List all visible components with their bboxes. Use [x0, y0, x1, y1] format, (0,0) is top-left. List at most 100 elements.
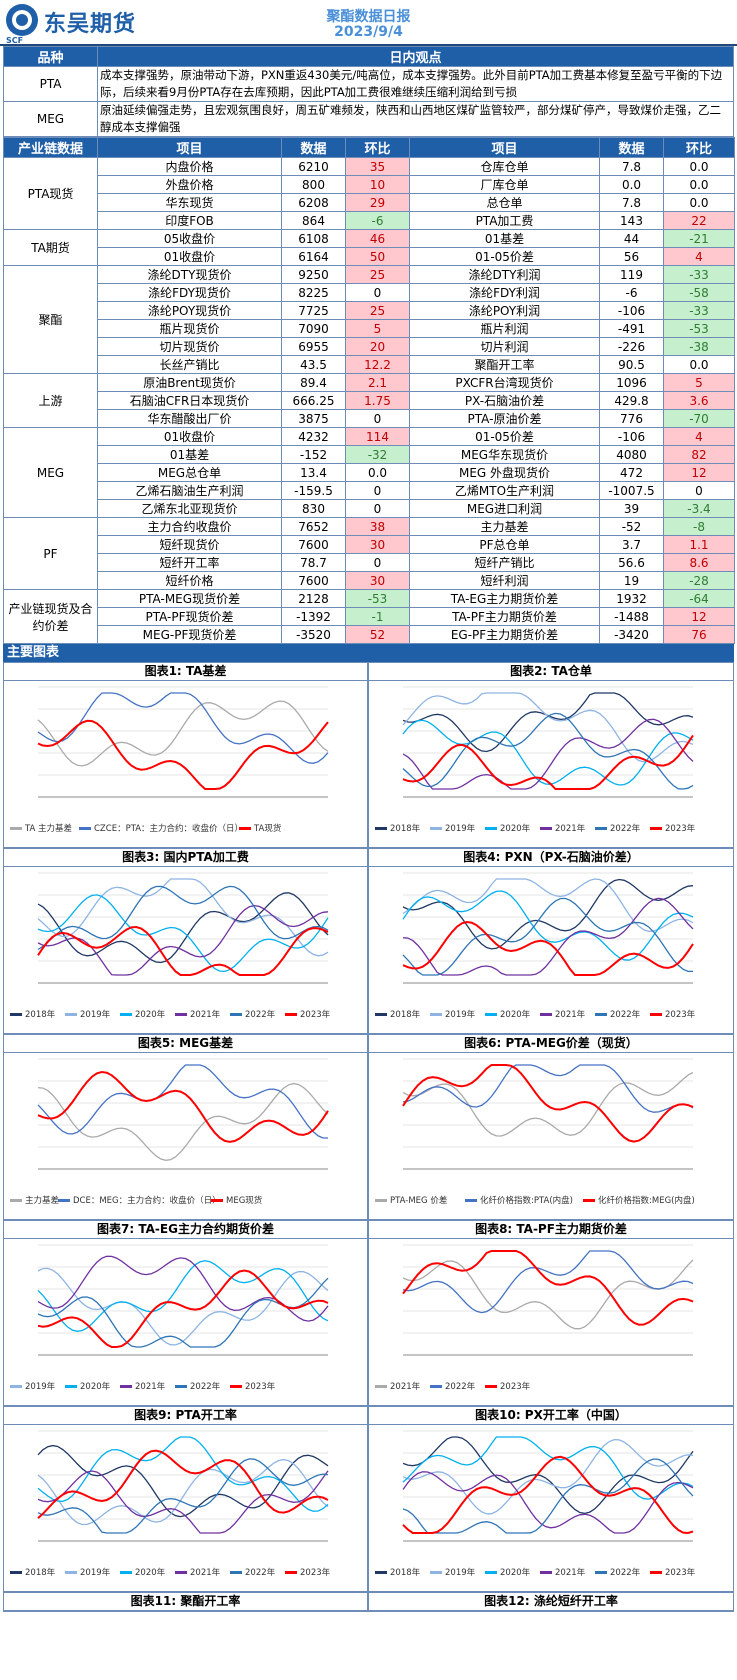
legend-label: 2018年 [25, 1567, 56, 1578]
item-cell: MEG-PF现货价差 [97, 625, 282, 644]
legend-swatch [175, 1385, 187, 1388]
chart-plot: 2021年 2022年 2023年 [375, 1244, 694, 1392]
value-cell: -152 [281, 445, 346, 464]
change-cell: 0 [345, 409, 410, 428]
change-cell: 29 [345, 193, 410, 212]
change-cell: 0.0 [663, 193, 735, 212]
item-cell: EG-PF主力期货价差 [409, 625, 600, 644]
legend-label: 2023年 [665, 1009, 696, 1020]
value-cell: 7725 [281, 301, 346, 320]
table-row: 产业链现货及合约价差 PTA-MEG现货价差 2128 -53 TA-EG主力期货价差 1… [3, 589, 735, 644]
legend-swatch [120, 1013, 132, 1016]
chart-series-line [37, 925, 329, 976]
change-cell: 52 [345, 625, 410, 644]
category-cell: 聚酯 [3, 265, 98, 374]
change-cell: -32 [345, 445, 410, 464]
value-cell: 472 [599, 463, 664, 482]
item-cell: 涤纶FDY利润 [409, 283, 600, 302]
chart-plot: 2018年 2019年 2020年 2021年 2022年 2023年 [375, 686, 696, 834]
col-header: 项目 [97, 137, 282, 158]
item-cell: 瓶片利润 [409, 319, 600, 338]
legend-label: 2022年 [610, 823, 641, 834]
change-cell: -53 [663, 319, 735, 338]
legend-swatch [10, 1199, 22, 1202]
change-cell: 0 [345, 481, 410, 500]
chart-plot: 2019年 2020年 2021年 2022年 2023年 [10, 1244, 329, 1392]
value-cell: 90.5 [599, 355, 664, 374]
table-row: 短纤现货价 7600 30 PF总仓单 3.7 1.1 [4, 535, 735, 554]
legend-swatch [230, 1013, 242, 1016]
legend-swatch [595, 827, 607, 830]
legend-swatch [375, 1571, 387, 1574]
value-cell: 43.5 [281, 355, 346, 374]
value-cell: 1932 [599, 589, 664, 608]
legend-swatch [10, 827, 22, 830]
category-cell: TA期货 [3, 229, 98, 266]
change-cell: 8.6 [663, 553, 735, 572]
table-row: 上游 原油Brent现货价 89.4 2.1 PXCFR台湾现货价 1096 5 [3, 373, 735, 428]
item-cell: 涤纶POY利润 [409, 301, 600, 320]
chart-plot: TA 主力基差 CZCE：PTA：主力合约：收盘价（日） TA现货 [10, 686, 329, 834]
value-cell: 143 [599, 211, 664, 230]
chart-series-line [37, 1458, 329, 1526]
item-cell: 短纤现货价 [97, 535, 282, 554]
value-cell: -1392 [281, 607, 346, 626]
change-cell: 12.2 [345, 355, 410, 374]
legend-swatch [430, 1013, 442, 1016]
change-cell: 114 [345, 427, 410, 446]
change-cell: 25 [345, 301, 410, 320]
legend-label: MEG现货 [226, 1195, 263, 1206]
change-cell: 12 [663, 463, 735, 482]
chart-title: 图表12: 涤纶短纤开工率 [369, 1593, 733, 1611]
chart-series-line [37, 1269, 329, 1348]
value-cell: 39 [599, 499, 664, 518]
value-cell: 0.0 [599, 175, 664, 194]
value-cell: -106 [599, 301, 664, 320]
item-cell: 瓶片现货价 [97, 319, 282, 338]
chart-plot: 主力基差 DCE：MEG：主力合约：收盘价（日） MEG现货 [10, 1058, 329, 1206]
change-cell: -33 [663, 301, 735, 320]
change-cell: -28 [663, 571, 735, 590]
item-cell: 短纤产销比 [409, 553, 600, 572]
value-cell: 6108 [281, 229, 346, 248]
value-cell: -491 [599, 319, 664, 338]
table-row: 01收盘价 6164 50 01-05价差 56 4 [4, 247, 735, 266]
chart-title: 图表1: TA基差 [4, 663, 367, 681]
value-cell: 4232 [281, 427, 346, 446]
legend-label: 化纤价格指数:MEG(内盘) [598, 1195, 695, 1206]
change-cell: 0 [345, 553, 410, 572]
chart-series-line [402, 890, 694, 961]
chart-panel: 图表10: PX开工率（中国） 2018年 2019年 2020年 2021年 2022年… [368, 1406, 734, 1592]
legend-label: 2023年 [300, 1567, 331, 1578]
chart-series-line [402, 1471, 694, 1534]
value-cell: 776 [599, 409, 664, 428]
legend-swatch [430, 1571, 442, 1574]
legend-label: 2022年 [190, 1381, 221, 1392]
legend-label: 2019年 [445, 1567, 476, 1578]
chart-series-line [402, 897, 693, 976]
item-cell: 总仓单 [409, 193, 600, 212]
chart-series-line [402, 1436, 694, 1500]
legend-label: 2022年 [610, 1009, 641, 1020]
item-cell: 厂库仓单 [409, 175, 600, 194]
value-cell: 119 [599, 265, 664, 284]
chart-series-line [402, 920, 694, 976]
change-cell: 10 [345, 175, 410, 194]
legend-swatch [65, 1571, 77, 1574]
chart-plot: 2018年 2019年 2020年 2021年 2022年 2023年 [375, 872, 696, 1020]
item-cell: PX-石脑油价差 [409, 391, 600, 410]
logo-icon [6, 4, 38, 36]
legend-swatch [540, 827, 552, 830]
change-cell: 38 [345, 517, 410, 536]
col-header: 数据 [281, 137, 346, 158]
change-cell: 5 [345, 319, 410, 338]
legend-label: 2018年 [390, 823, 421, 834]
legend-swatch [485, 827, 497, 830]
chart-panel: 图表7: TA-EG主力合约期货价差 2019年 2020年 2021年 2022年 20… [3, 1220, 368, 1406]
change-cell: -70 [663, 409, 735, 428]
chart-series-line [37, 892, 329, 964]
chart-series-line [402, 1250, 694, 1314]
legend-label: 2020年 [500, 823, 531, 834]
legend-label: CZCE：PTA：主力合约：收盘价（日） [94, 823, 243, 834]
chart-series-line [37, 719, 329, 790]
